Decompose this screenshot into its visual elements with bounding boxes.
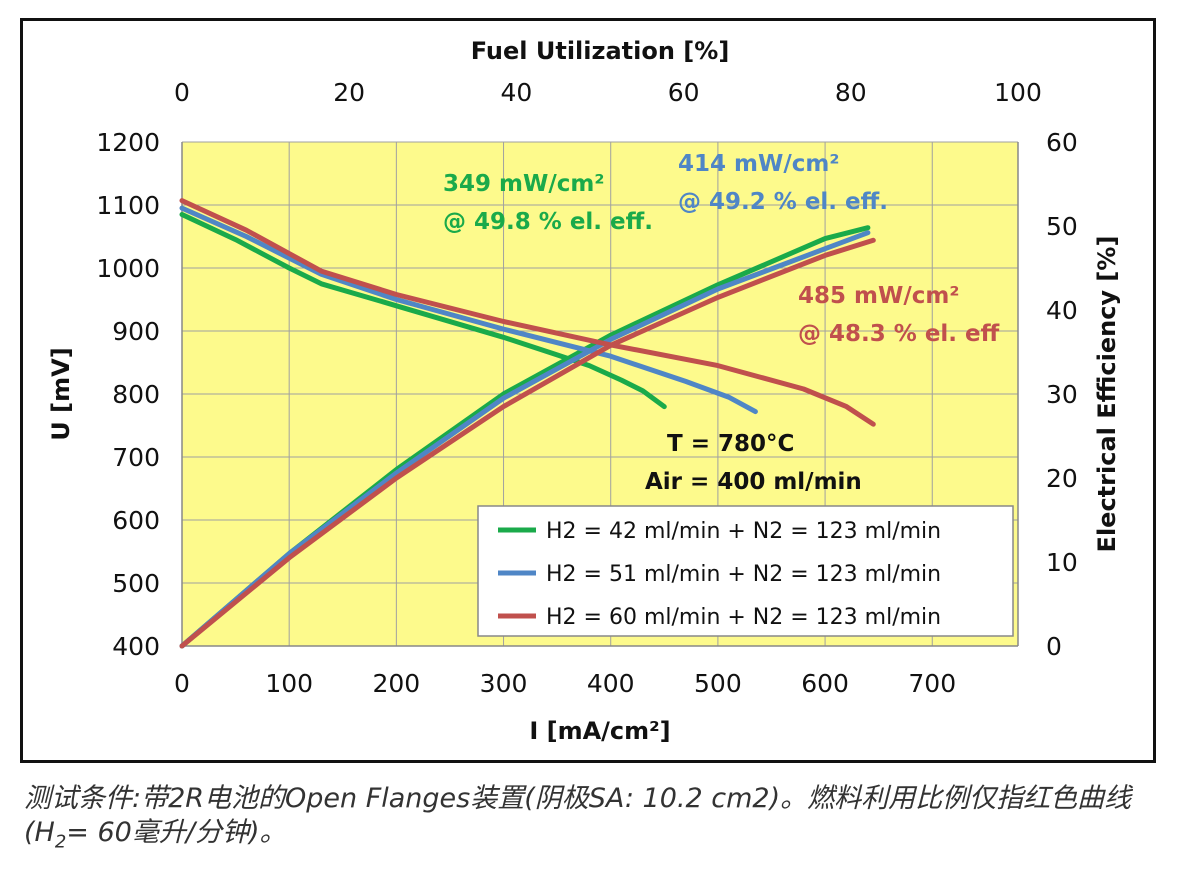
top-tick-label: 80 [835, 78, 867, 107]
legend-label-1: H2 = 42 ml/min + N2 = 123 ml/min [546, 519, 941, 544]
voltage-line-1 [179, 212, 667, 410]
y-tick-label: 600 [112, 506, 160, 535]
x-tick-label: 400 [587, 669, 635, 698]
annotation-efficiency-1: @ 49.8 % el. eff. [443, 209, 653, 235]
annotation-power-2: 414 mW/cm² [678, 151, 839, 177]
y2-tick-label: 30 [1046, 380, 1078, 409]
top-axis-title: Fuel Utilization [%] [471, 37, 730, 65]
y-axis-title: U [mV] [47, 347, 75, 440]
x-tick-label: 100 [265, 669, 313, 698]
chart-frame: 0 100 200 300 400 500 600 700 400 500 600 700 800 900… [20, 18, 1156, 763]
y2-tick-label: 50 [1046, 212, 1078, 241]
top-tick-label: 0 [174, 78, 190, 107]
y-tick-label: 1000 [96, 254, 160, 283]
top-tick-label: 20 [333, 78, 365, 107]
x-axis-title: I [mA/cm²] [529, 717, 670, 745]
y-tick-label: 900 [112, 317, 160, 346]
caption-text-end: = 60毫升/分钟)。 [66, 817, 287, 848]
x-tick-label: 500 [694, 669, 742, 698]
voltage-line-2 [179, 205, 758, 415]
condition-temperature: T = 780°C [667, 431, 794, 457]
legend-label-3: H2 = 60 ml/min + N2 = 123 ml/min [546, 605, 941, 630]
voltage-line-3 [179, 198, 876, 427]
y-tick-label: 800 [112, 380, 160, 409]
y2-tick-label: 0 [1046, 632, 1062, 661]
efficiency-line-2 [179, 230, 871, 649]
y2-tick-label: 60 [1046, 128, 1078, 157]
y-tick-label: 400 [112, 632, 160, 661]
x-tick-label: 600 [801, 669, 849, 698]
legend-box [477, 505, 1014, 637]
caption: 测试条件:带2R电池的Open Flanges装置(阴极SA: 10.2 cm2… [24, 782, 1164, 859]
x-tick-label: 700 [908, 669, 956, 698]
condition-air: Air = 400 ml/min [645, 469, 862, 495]
y-tick-label: 1200 [96, 128, 160, 157]
annotation-power-3: 485 mW/cm² [798, 283, 959, 309]
annotation-power-1: 349 mW/cm² [443, 171, 604, 197]
y2-tick-label: 40 [1046, 296, 1078, 325]
y2-axis-title: Electrical Efficiency [%] [1093, 236, 1121, 553]
efficiency-line-3 [179, 237, 876, 649]
chart: 0 100 200 300 400 500 600 700400500600700800900… [47, 37, 1121, 745]
annotation-efficiency-3: @ 48.3 % el. eff [798, 321, 1000, 347]
top-tick-label: 40 [500, 78, 532, 107]
top-tick-label: 100 [994, 78, 1042, 107]
y2-tick-label: 10 [1046, 548, 1078, 577]
y-tick-label: 700 [112, 443, 160, 472]
x-tick-label: 300 [480, 669, 528, 698]
annotation-efficiency-2: @ 49.2 % el. eff. [678, 189, 888, 215]
y2-tick-label: 20 [1046, 464, 1078, 493]
legend-label-2: H2 = 51 ml/min + N2 = 123 ml/min [546, 562, 941, 587]
x-tick-label: 200 [372, 669, 420, 698]
top-tick-label: 60 [668, 78, 700, 107]
caption-text: 测试条件:带2R电池的Open Flanges装置(阴极SA: 10.2 cm2… [24, 783, 1132, 848]
y-tick-label: 1100 [96, 191, 160, 220]
y-tick-label: 500 [112, 569, 160, 598]
caption-subscript: 2 [54, 831, 67, 853]
x-tick-label: 0 [174, 669, 190, 698]
